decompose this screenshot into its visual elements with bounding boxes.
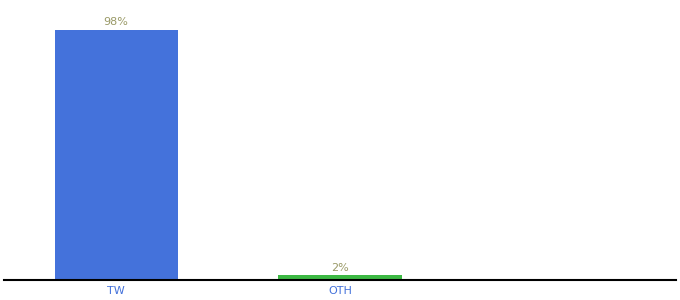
Text: 2%: 2%: [331, 262, 349, 273]
Bar: [278, 275, 402, 280]
Text: 98%: 98%: [103, 17, 129, 27]
Bar: [54, 30, 177, 280]
